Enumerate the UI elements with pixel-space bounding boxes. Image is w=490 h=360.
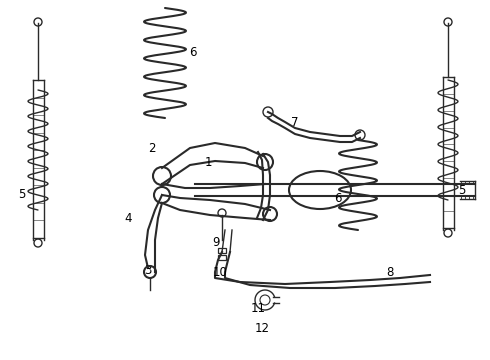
Text: 9: 9 bbox=[212, 235, 220, 248]
Text: 5: 5 bbox=[18, 189, 25, 202]
Text: 11: 11 bbox=[250, 302, 266, 315]
Bar bbox=[218, 248, 226, 253]
Text: 7: 7 bbox=[291, 116, 299, 129]
Text: 2: 2 bbox=[148, 141, 156, 154]
Text: 12: 12 bbox=[254, 321, 270, 334]
Text: 5: 5 bbox=[458, 184, 466, 197]
Bar bbox=[218, 255, 226, 260]
Text: 6: 6 bbox=[334, 192, 342, 204]
Text: 1: 1 bbox=[204, 156, 212, 168]
Text: 8: 8 bbox=[386, 266, 393, 279]
Text: 4: 4 bbox=[124, 211, 132, 225]
Text: 6: 6 bbox=[189, 45, 197, 58]
Text: 3: 3 bbox=[145, 264, 152, 276]
Text: 10: 10 bbox=[213, 266, 227, 279]
